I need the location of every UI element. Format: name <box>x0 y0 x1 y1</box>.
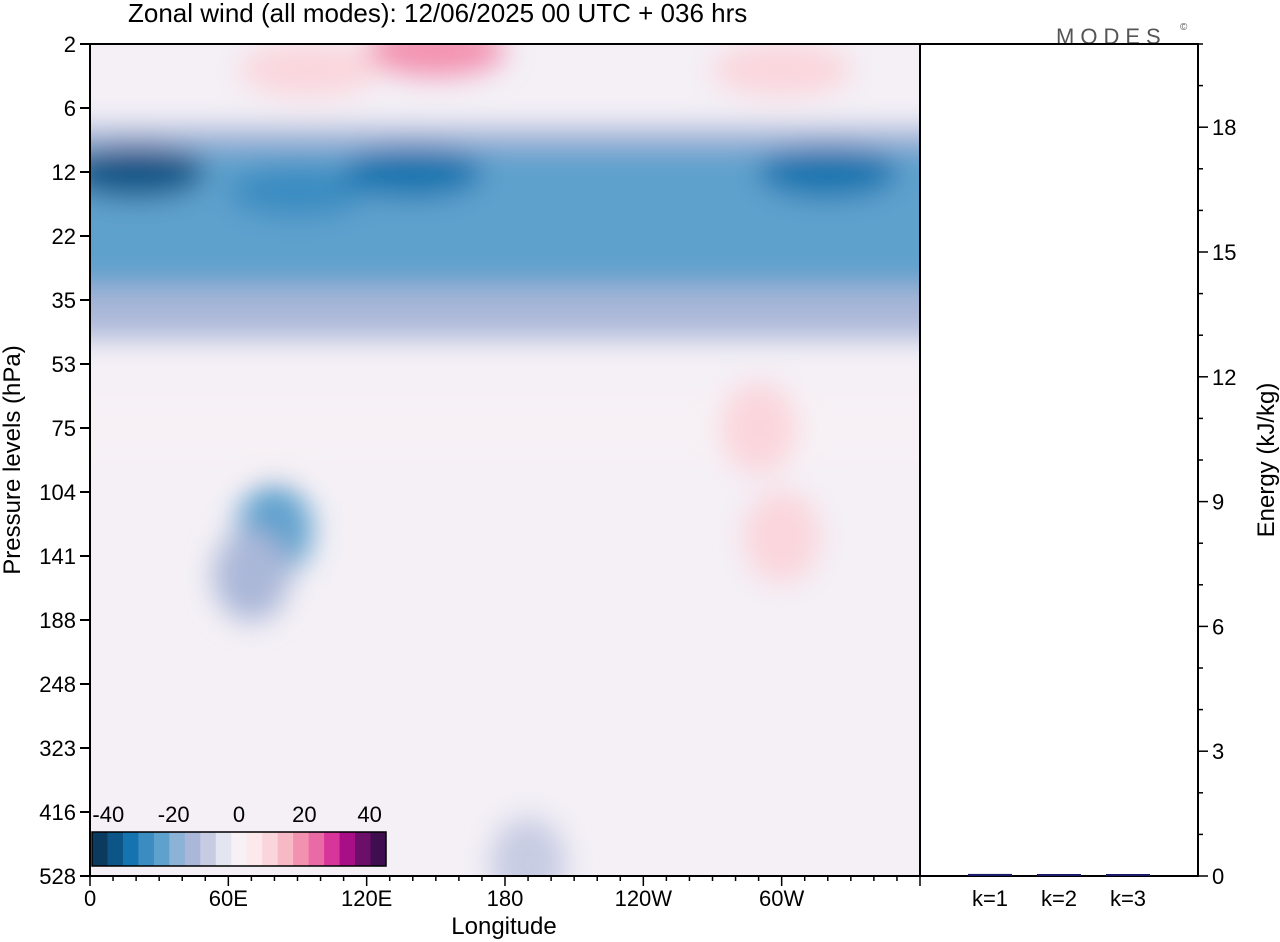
colorbar-tick-label: 20 <box>292 802 316 827</box>
colorbar-swatch <box>231 832 248 866</box>
colorbar-swatch <box>308 832 325 866</box>
energy-y-tick-label: 15 <box>1212 240 1236 265</box>
y-tick-label: 528 <box>39 864 76 889</box>
x-tick-label: 60E <box>209 886 248 911</box>
energy-y-tick-label: 18 <box>1212 115 1236 140</box>
colorbar-frame <box>91 831 387 867</box>
energy-x-tick-label: k=3 <box>1110 886 1146 911</box>
y-tick-label: 323 <box>39 736 76 761</box>
heatmap-band-lower-stratosphere <box>90 389 920 467</box>
colorbar-swatch <box>200 832 217 866</box>
x-tick-label: 60W <box>759 886 804 911</box>
colorbar-swatch <box>215 832 232 866</box>
x-axis-ticks: 0 60E 120E 180 120W 60W <box>84 876 921 911</box>
colorbar-swatch <box>153 832 170 866</box>
heatmap-feature <box>711 44 852 96</box>
colorbar-swatch <box>370 832 387 866</box>
y-tick-label: 248 <box>39 672 76 697</box>
y-tick-label: 35 <box>52 288 76 313</box>
heatmap-feature <box>342 146 483 198</box>
y-tick-label: 6 <box>64 96 76 121</box>
heatmap-feature <box>365 44 506 77</box>
x-tick-label: 120E <box>341 886 392 911</box>
heatmap-feature <box>550 158 691 211</box>
colorbar-swatch <box>262 832 279 866</box>
y-tick-label: 416 <box>39 800 76 825</box>
energy-y-tick-label: 6 <box>1212 614 1224 639</box>
energy-bar <box>1037 874 1081 876</box>
colorbar-swatch <box>293 832 310 866</box>
y-tick-label: 104 <box>39 480 76 505</box>
energy-bars <box>968 873 1150 876</box>
heatmap-feature <box>757 146 898 198</box>
y-tick-label: 2 <box>64 32 76 57</box>
energy-y-tick-label: 0 <box>1212 864 1224 889</box>
heatmap-feature <box>720 382 797 474</box>
y-tick-label: 53 <box>52 352 76 377</box>
energy-y-tick-label: 9 <box>1212 490 1224 515</box>
colorbar-swatch <box>184 832 201 866</box>
colorbar-swatch <box>92 832 108 866</box>
colorbar-swatch <box>122 832 139 866</box>
heatmap-feature <box>213 529 290 622</box>
colorbar-tick-label: 0 <box>233 802 245 827</box>
colorbar-swatch <box>246 832 263 866</box>
colorbar: -40 -20 0 20 40 <box>91 802 387 867</box>
energy-y-ticks: 0 3 6 9 12 15 18 <box>1198 43 1236 889</box>
y-axis-ticks: 2 6 12 22 35 53 75 104 141 188 248 323 416 528 <box>39 32 90 889</box>
energy-y-tick-label: 12 <box>1212 365 1236 390</box>
energy-bar <box>968 873 1012 876</box>
energy-x-tick-label: k=1 <box>972 886 1008 911</box>
heatmap-panel <box>90 44 920 876</box>
energy-x-tick-label: k=2 <box>1041 886 1077 911</box>
heatmap-feature <box>90 146 207 198</box>
y-tick-label: 75 <box>52 416 76 441</box>
energy-panel: 0 3 6 9 12 15 18 k=1 k=2 k=3 Energy (kJ/kg) <box>919 43 1280 911</box>
colorbar-swatch <box>355 832 372 866</box>
y-tick-label: 141 <box>39 544 76 569</box>
y-tick-label: 188 <box>39 608 76 633</box>
colorbar-swatch <box>324 832 341 866</box>
colorbar-swatch <box>107 832 124 866</box>
colorbar-swatch <box>277 832 294 866</box>
heatmap-feature <box>490 817 567 876</box>
y-tick-label: 12 <box>52 160 76 185</box>
heatmap-feature <box>227 165 368 218</box>
chart-title: Zonal wind (all modes): 12/06/2025 00 UT… <box>128 0 747 28</box>
energy-y-tick-label: 3 <box>1212 739 1224 764</box>
heatmap-feature <box>743 490 820 583</box>
x-tick-label: 120W <box>615 886 673 911</box>
x-axis-label: Longitude <box>451 913 556 940</box>
energy-bar <box>1106 874 1150 876</box>
colorbar-tick-label: -40 <box>92 802 124 827</box>
colorbar-tick-label: 40 <box>357 802 381 827</box>
colorbar-swatch <box>169 832 186 866</box>
y-axis-label: Pressure levels (hPa) <box>0 345 26 574</box>
logo-copyright-mark: © <box>1180 22 1188 33</box>
energy-frame <box>919 43 1199 877</box>
y-tick-label: 22 <box>52 224 76 249</box>
x-tick-label: 0 <box>84 886 96 911</box>
energy-axis-label: Energy (kJ/kg) <box>1253 383 1280 538</box>
x-tick-label: 180 <box>487 886 524 911</box>
heatmap-fields <box>90 44 920 876</box>
colorbar-swatch <box>138 832 155 866</box>
colorbar-tick-label: -20 <box>158 802 190 827</box>
heatmap-feature <box>239 44 380 96</box>
energy-x-ticks: k=1 k=2 k=3 <box>972 886 1146 911</box>
colorbar-swatch <box>339 832 356 866</box>
